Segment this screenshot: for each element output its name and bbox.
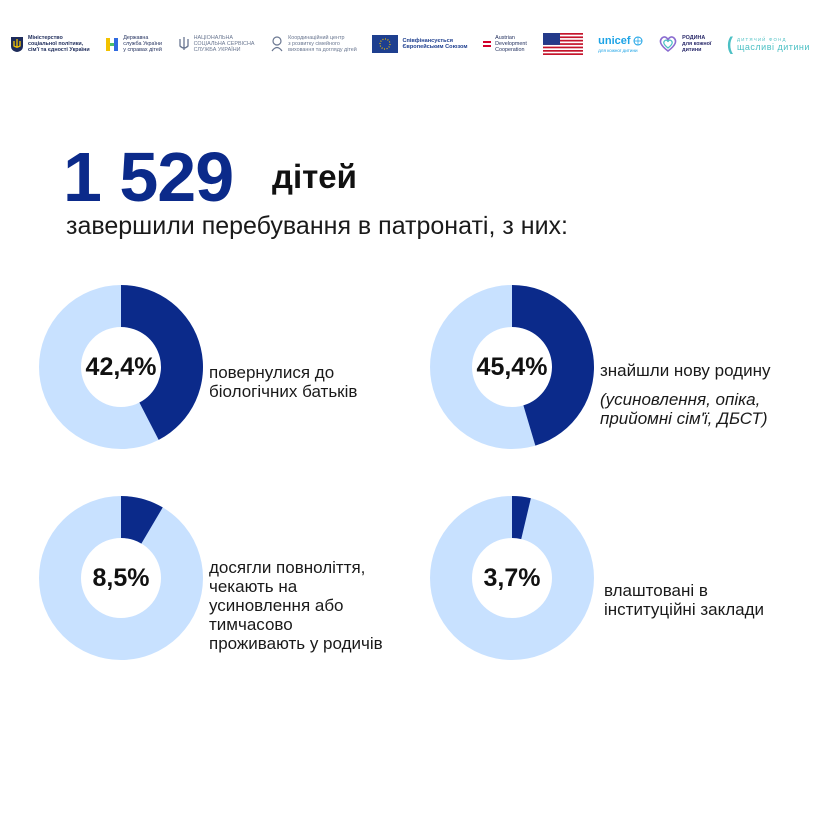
donut-value-slice: [121, 496, 163, 544]
description-adulthood-text: досягли повноліття, чекають на усиновлен…: [209, 558, 383, 653]
ministry-logo: Міністерство соціальної політики, сім'ї …: [10, 35, 90, 54]
description-returned: повернулися до біологічних батьків: [209, 344, 357, 401]
social-service-logo: НАЦІОНАЛЬНА СОЦІАЛЬНА СЕРВІСНА СЛУЖБА УК…: [178, 34, 255, 54]
description-adulthood: досягли повноліття, чекають на усиновлен…: [209, 539, 383, 653]
children-service-icon: [106, 37, 119, 51]
unicef-tagline: для кожної дитини: [598, 48, 638, 53]
eu-logo-text: Співфінансується Європейським Союзом: [402, 37, 468, 50]
donut-chart-3: [430, 496, 594, 660]
partner-logos: Міністерство соціальної політики, сім'ї …: [10, 26, 810, 62]
description-returned-text: повернулися до біологічних батьків: [209, 363, 358, 401]
coordination-centre-icon: [271, 36, 283, 52]
usa-flag-icon: [542, 33, 583, 55]
trident-outline-icon: [179, 36, 189, 50]
austrian-development-logo: Austrian Development Cooperation: [483, 35, 527, 54]
happy-children-logo-top: ДИТЯЧИЙ ФОНД: [737, 36, 787, 42]
children-service-logo: Державна служба України у справах дітей: [105, 35, 162, 54]
unicef-logo: unicef для кожної дитини: [598, 35, 643, 53]
donut-chart-0: [39, 285, 203, 449]
happy-children-logo: ( ДИТЯЧИЙ ФОНД щасливі дитини: [727, 34, 810, 55]
headline-subtitle: завершили перебування в патронаті, з них…: [66, 212, 568, 240]
rodyna-logo-text: РОДИНА для кожної дитини: [682, 34, 712, 54]
total-children-number: 1 529: [63, 138, 234, 216]
austrian-development-logo-text: Austrian Development Cooperation: [495, 34, 527, 54]
parentheses-icon: (: [727, 33, 734, 54]
social-service-logo-text: НАЦІОНАЛЬНА СОЦІАЛЬНА СЕРВІСНА СЛУЖБА УК…: [193, 34, 255, 54]
trident-emblem-icon: [11, 36, 23, 52]
eu-flag-icon: [372, 35, 399, 53]
heart-family-icon: [659, 36, 677, 52]
children-service-logo-text: Державна служба України у справах дітей: [123, 34, 163, 54]
description-new-family-text: знайшли нову родину: [600, 361, 771, 380]
donut-card-adulthood: 8,5% досягли повноліття, чекають на усин…: [38, 495, 418, 675]
donut-card-institutions: 3,7% влаштовані в інституційні заклади: [429, 495, 809, 675]
donut-card-new-family: 45,4% знайшли нову родину (усиновлення, …: [429, 284, 809, 464]
donut-chart-2: [39, 496, 203, 660]
donut-value-slice: [512, 285, 594, 446]
total-children-unit: дітей: [272, 158, 357, 195]
unicef-wordmark: unicef: [598, 35, 631, 47]
donut-chart-1: [430, 285, 594, 449]
unicef-logo-icon: unicef: [598, 35, 643, 47]
globe-icon: [633, 36, 643, 46]
description-new-family: знайшли нову родину (усиновлення, опіка,…: [600, 342, 770, 447]
austria-flag-icon: [483, 40, 492, 47]
ministry-logo-text: Міністерство соціальної політики, сім'ї …: [28, 34, 90, 54]
donut-card-returned: 42,4% повернулися до біологічних батьків: [38, 284, 418, 464]
eu-logo: Співфінансується Європейським Союзом: [372, 35, 467, 53]
rodyna-logo: РОДИНА для кожної дитини: [658, 35, 711, 54]
donut-value-slice: [512, 496, 531, 540]
coordination-centre-logo: Координаційний центр з розвитку сімейног…: [270, 35, 357, 54]
donut-value-slice: [121, 285, 203, 440]
description-institutions: влаштовані в інституційні заклади: [604, 562, 764, 619]
description-institutions-text: влаштовані в інституційні заклади: [604, 581, 764, 619]
happy-children-logo-text: щасливі дитини: [737, 41, 810, 52]
coordination-centre-logo-text: Координаційний центр з розвитку сімейног…: [288, 34, 357, 54]
usa-logo: [542, 33, 583, 55]
description-new-family-note: (усиновлення, опіка, прийомні сім'ї, ДБС…: [600, 390, 768, 428]
